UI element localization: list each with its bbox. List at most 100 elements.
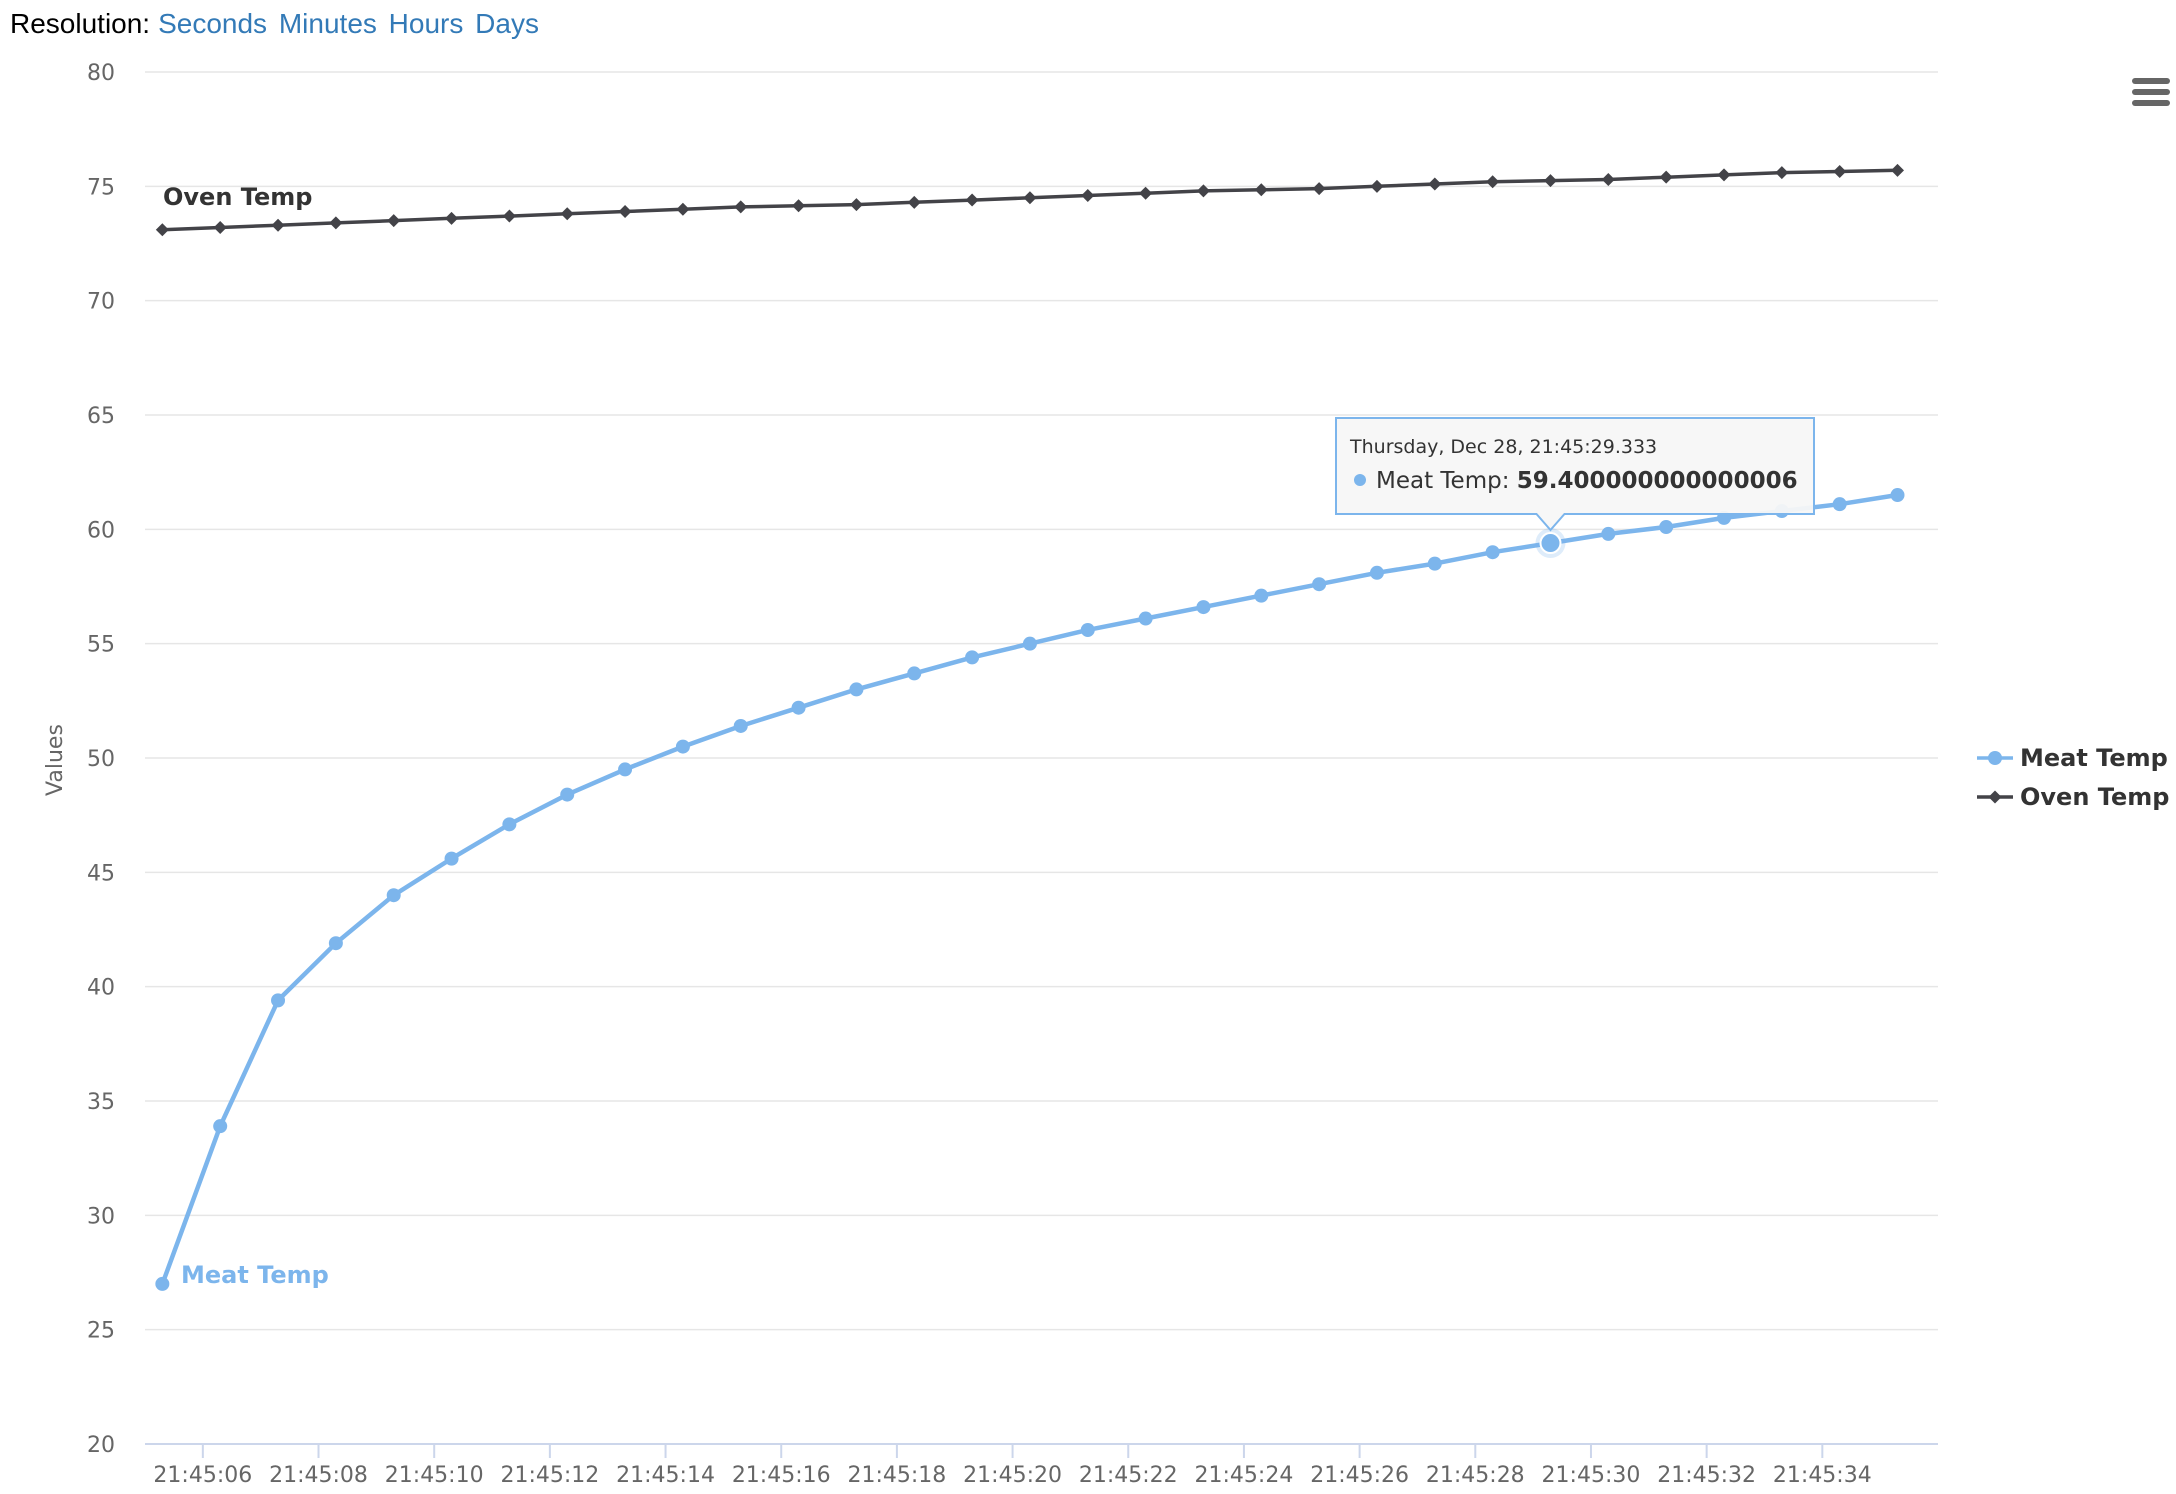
meat-temp-point[interactable]	[1832, 497, 1847, 512]
meat-temp-point[interactable]	[502, 817, 517, 832]
meat-temp-point[interactable]	[386, 888, 401, 903]
resolution-days-link[interactable]: Days	[475, 8, 539, 39]
oven-temp-series-label: Oven Temp	[163, 183, 312, 211]
chart-grid	[145, 71, 1938, 1445]
x-tick-label: 21:45:06	[153, 1463, 252, 1488]
meat-temp-point[interactable]	[1196, 600, 1211, 615]
x-tick-label: 21:45:16	[732, 1463, 831, 1488]
oven-temp-point[interactable]	[1139, 186, 1153, 200]
oven-temp-point[interactable]	[1659, 170, 1673, 184]
x-tick-label: 21:45:22	[1079, 1463, 1178, 1488]
oven-temp-point[interactable]	[155, 223, 169, 237]
oven-temp-point[interactable]	[387, 214, 401, 228]
oven-temp-point[interactable]	[1833, 164, 1847, 178]
x-tick-label: 21:45:34	[1773, 1463, 1872, 1488]
meat-temp-point[interactable]	[1312, 577, 1327, 592]
series-layer	[155, 163, 1905, 1291]
meat-temp-series-label: Meat Temp	[181, 1261, 329, 1289]
oven-temp-point[interactable]	[1543, 174, 1557, 188]
oven-temp-point[interactable]	[1312, 182, 1326, 196]
x-tick-label: 21:45:08	[269, 1463, 368, 1488]
meat-temp-point[interactable]	[965, 650, 980, 665]
oven-temp-point[interactable]	[1717, 168, 1731, 182]
oven-temp-point[interactable]	[1428, 177, 1442, 191]
meat-temp-point[interactable]	[1427, 556, 1442, 571]
y-tick-label: 75	[87, 175, 115, 200]
legend: Meat Temp Oven Temp	[1977, 744, 2169, 811]
legend-label: Meat Temp	[2020, 744, 2168, 772]
oven-temp-point[interactable]	[1486, 175, 1500, 189]
x-tick-label: 21:45:10	[385, 1463, 484, 1488]
oven-temp-point[interactable]	[1023, 191, 1037, 205]
meat-temp-point[interactable]	[1022, 636, 1037, 651]
meat-temp-point[interactable]	[791, 700, 806, 715]
y-tick-label: 35	[87, 1090, 115, 1115]
meat-temp-point[interactable]	[1890, 488, 1905, 503]
x-tick-label: 21:45:32	[1657, 1463, 1756, 1488]
oven-temp-point[interactable]	[849, 198, 863, 212]
y-tick-label: 45	[87, 861, 115, 886]
y-tick-label: 20	[87, 1433, 115, 1458]
meat-temp-point[interactable]	[849, 682, 864, 697]
meat-temp-point[interactable]	[328, 936, 343, 951]
oven-temp-point[interactable]	[618, 204, 632, 218]
oven-temp-point[interactable]	[1601, 172, 1615, 186]
tooltip-series-name: Meat Temp: 59.400000000000006	[1376, 468, 1798, 494]
oven-temp-point[interactable]	[560, 207, 574, 221]
meat-temp-point[interactable]	[1485, 545, 1500, 560]
oven-temp-point[interactable]	[1775, 166, 1789, 180]
y-tick-label: 25	[87, 1319, 115, 1344]
tooltip: Thursday, Dec 28, 21:45:29.333 Meat Temp:…	[1335, 417, 1815, 559]
meat-temp-point[interactable]	[733, 718, 748, 733]
resolution-minutes-link[interactable]: Minutes	[278, 8, 377, 39]
oven-temp-point[interactable]	[329, 216, 343, 230]
x-tick-label: 21:45:26	[1310, 1463, 1409, 1488]
oven-temp-point[interactable]	[1891, 163, 1905, 177]
meat-temp-point[interactable]	[155, 1276, 170, 1291]
meat-temp-point[interactable]	[675, 739, 690, 754]
x-axis: 21:45:06 21:45:08 21:45:10 21:45:12 21:45:14…	[145, 1443, 1938, 1488]
oven-temp-point[interactable]	[792, 199, 806, 213]
meat-temp-point[interactable]	[907, 666, 922, 681]
x-tick-label: 21:45:28	[1426, 1463, 1525, 1488]
oven-temp-point[interactable]	[676, 202, 690, 216]
oven-temp-point[interactable]	[907, 195, 921, 209]
x-tick-label: 21:45:30	[1542, 1463, 1641, 1488]
resolution-label: Resolution:	[10, 8, 151, 39]
meat-temp-point[interactable]	[444, 851, 459, 866]
meat-temp-point[interactable]	[618, 762, 633, 777]
x-tick-label: 21:45:20	[963, 1463, 1062, 1488]
meat-temp-point[interactable]	[271, 993, 286, 1008]
oven-temp-point[interactable]	[1370, 179, 1384, 193]
oven-temp-point[interactable]	[1254, 183, 1268, 197]
tooltip-value: 59.400000000000006	[1517, 468, 1798, 494]
oven-temp-point[interactable]	[271, 218, 285, 232]
meat-temp-point[interactable]	[1080, 622, 1095, 637]
y-tick-label: 70	[87, 290, 115, 315]
meat-temp-line	[160, 492, 1900, 1287]
hamburger-menu-icon[interactable]	[2132, 78, 2170, 112]
meat-temp-point[interactable]	[1601, 526, 1616, 541]
oven-temp-point[interactable]	[734, 200, 748, 214]
x-tick-label: 21:45:18	[847, 1463, 946, 1488]
meat-temp-point[interactable]	[560, 787, 575, 802]
oven-temp-point[interactable]	[445, 211, 459, 225]
resolution-bar: Resolution: Seconds Minutes Hours Days	[10, 8, 539, 40]
resolution-seconds-link[interactable]: Seconds	[158, 8, 268, 39]
meat-temp-point[interactable]	[1138, 611, 1153, 626]
resolution-hours-link[interactable]: Hours	[388, 8, 464, 39]
legend-item-oven-temp[interactable]: Oven Temp	[1977, 783, 2169, 811]
oven-temp-point[interactable]	[1081, 188, 1095, 202]
meat-temp-point[interactable]	[1369, 565, 1384, 580]
y-tick-label: 30	[87, 1204, 115, 1229]
meat-temp-point[interactable]	[1254, 588, 1269, 603]
legend-item-meat-temp[interactable]: Meat Temp	[1977, 744, 2168, 772]
hover-point[interactable]	[1539, 532, 1562, 555]
y-tick-label: 55	[87, 633, 115, 658]
meat-temp-point[interactable]	[213, 1119, 228, 1134]
meat-temp-point[interactable]	[1659, 520, 1674, 535]
oven-temp-point[interactable]	[502, 209, 516, 223]
oven-temp-point[interactable]	[213, 220, 227, 234]
oven-temp-point[interactable]	[1196, 184, 1210, 198]
oven-temp-point[interactable]	[965, 193, 979, 207]
